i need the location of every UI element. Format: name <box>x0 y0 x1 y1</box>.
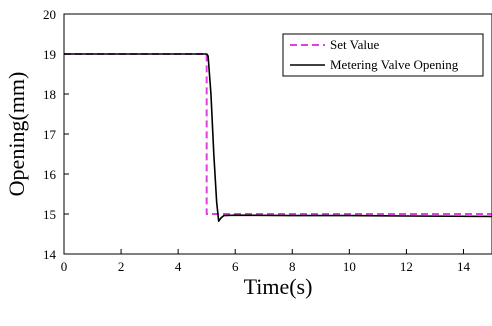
x-tick-label: 0 <box>61 259 68 274</box>
x-tick-label: 12 <box>400 259 413 274</box>
y-tick-label: 16 <box>43 167 57 182</box>
x-tick-label: 2 <box>118 259 125 274</box>
series-layer <box>64 53 492 222</box>
plot-frame <box>63 13 492 255</box>
legend: Set Value Metering Valve Opening <box>282 33 484 77</box>
legend-box <box>282 33 484 77</box>
y-tick-label: 14 <box>43 247 57 262</box>
ticks-layer: 0 2 4 6 8 10 12 14 14 15 16 17 18 19 20 <box>43 7 470 274</box>
series-line-set-value <box>64 53 492 215</box>
x-tick-label: 14 <box>457 259 471 274</box>
y-tick-label: 15 <box>43 207 56 222</box>
y-axis-label: Opening(mm) <box>4 72 29 197</box>
x-axis-label: Time(s) <box>244 274 313 299</box>
x-tick-label: 4 <box>175 259 182 274</box>
legend-label-metering-valve-opening: Metering Valve Opening <box>330 57 459 72</box>
y-tick-label: 19 <box>43 47 56 62</box>
y-tick-label: 17 <box>43 127 57 142</box>
x-tick-label: 8 <box>289 259 296 274</box>
series-line-metering-valve-opening <box>64 53 492 222</box>
x-tick-label: 6 <box>232 259 239 274</box>
y-tick-label: 20 <box>43 7 56 22</box>
x-tick-label: 10 <box>343 259 356 274</box>
legend-label-set-value: Set Value <box>330 37 379 52</box>
y-tick-label: 18 <box>43 87 56 102</box>
